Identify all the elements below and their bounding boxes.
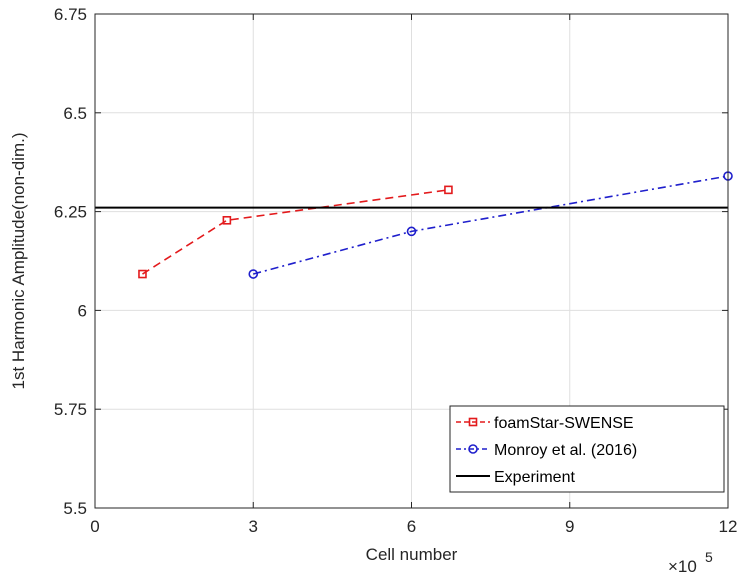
legend-entry-0: foamStar-SWENSE	[456, 415, 634, 432]
x-tick-label: 3	[249, 517, 258, 536]
y-tick-label: 5.75	[54, 400, 87, 419]
grid-lines	[95, 14, 728, 508]
y-tick-label: 6	[78, 301, 87, 320]
legend-marker	[468, 417, 478, 427]
x-tick-label: 6	[407, 517, 416, 536]
series-layer	[95, 171, 733, 279]
series-0	[138, 185, 453, 279]
series-line-1	[253, 175, 729, 275]
data-point	[406, 226, 417, 237]
data-point	[222, 215, 232, 225]
x-tick-label: 0	[90, 517, 99, 536]
legend-label: foamStar-SWENSE	[494, 415, 634, 432]
legend-entry-1: Monroy et al. (2016)	[456, 442, 637, 459]
legend-label: Experiment	[494, 469, 575, 486]
y-axis-label: 1st Harmonic Amplitude(non-dim.)	[9, 133, 28, 390]
legend-label: Monroy et al. (2016)	[494, 442, 637, 459]
data-point	[248, 269, 259, 279]
legend-entry-2: Experiment	[456, 469, 575, 486]
y-tick-label: 6.75	[54, 5, 87, 24]
x-tick-label: 12	[719, 517, 738, 536]
y-tick-label: 6.5	[63, 104, 87, 123]
x-tick-label: 9	[565, 517, 574, 536]
legend: foamStar-SWENSE Monroy et al. (2016) Exper…	[449, 405, 725, 493]
y-tick-label: 6.25	[54, 203, 87, 222]
y-tick-label: 5.5	[63, 499, 87, 518]
series-line-0	[142, 189, 449, 275]
axis-ticks: 0 3 6 9 12 5.5 5.75 6 6.25 6.5 6.75	[54, 5, 738, 536]
legend-marker	[468, 444, 478, 454]
legend-box	[449, 405, 725, 493]
legend-items: foamStar-SWENSE Monroy et al. (2016) Exper…	[456, 415, 637, 486]
data-point	[444, 185, 453, 195]
x-axis-multiplier: ×10 5	[668, 549, 713, 576]
data-point	[138, 269, 147, 279]
x-multiplier-exponent: 5	[705, 549, 713, 565]
x-multiplier-base: ×10	[668, 557, 697, 576]
x-axis-label: Cell number	[366, 545, 458, 564]
